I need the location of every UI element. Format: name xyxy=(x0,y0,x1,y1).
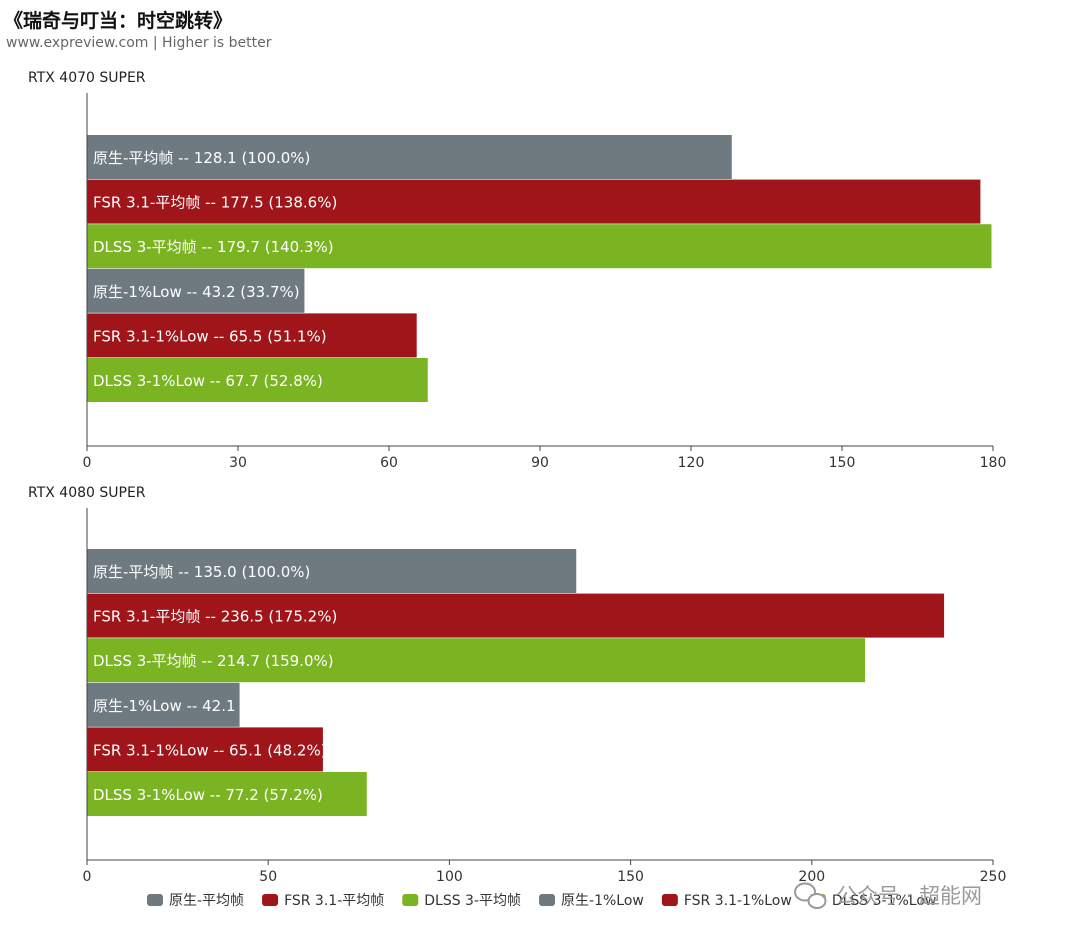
legend-swatch[interactable] xyxy=(262,894,279,906)
x-tick-label: 60 xyxy=(380,455,398,471)
chart-subtitle: www.expreview.com | Higher is better xyxy=(6,35,272,51)
bar xyxy=(87,772,367,816)
x-tick-label: 120 xyxy=(678,455,705,471)
x-tick-label: 100 xyxy=(436,869,463,885)
bar-label: 原生-1%Low -- 42.1 (31.2%) xyxy=(93,697,300,715)
bar xyxy=(87,638,866,683)
bar-label: DLSS 3-1%Low -- 67.7 (52.8%) xyxy=(93,372,323,390)
bar-label: FSR 3.1-1%Low -- 65.5 (51.1%) xyxy=(93,327,327,345)
x-tick-label: 0 xyxy=(83,455,92,471)
legend-item[interactable]: 原生-平均帧 xyxy=(169,893,244,909)
x-tick-label: 0 xyxy=(83,869,92,885)
bar-label: FSR 3.1-平均帧 -- 236.5 (175.2%) xyxy=(93,608,337,626)
bar-label: 原生-平均帧 -- 128.1 (100.0%) xyxy=(93,149,310,167)
x-tick-label: 250 xyxy=(980,869,1007,885)
bar-label: DLSS 3-1%Low -- 77.2 (57.2%) xyxy=(93,786,323,804)
bar-label: 原生-平均帧 -- 135.0 (100.0%) xyxy=(93,563,310,581)
watermark-text: 公众号 · 超能网 xyxy=(836,884,982,908)
bar xyxy=(87,593,945,638)
x-tick-label: 90 xyxy=(531,455,549,471)
bar-label: FSR 3.1-1%Low -- 65.1 (48.2%) xyxy=(93,741,327,759)
legend-swatch[interactable] xyxy=(539,894,556,906)
bar-label: 原生-1%Low -- 43.2 (33.7%) xyxy=(93,283,300,301)
bar xyxy=(87,224,992,269)
wechat-icon-bubble xyxy=(807,893,827,909)
legend-item[interactable]: DLSS 3-1%Low xyxy=(832,893,937,909)
bar xyxy=(87,549,577,593)
panel-title: RTX 4080 SUPER xyxy=(28,485,146,501)
x-tick-label: 30 xyxy=(229,455,247,471)
bar xyxy=(87,358,428,402)
legend-swatch[interactable] xyxy=(147,894,163,906)
bar xyxy=(87,268,305,313)
legend-swatch[interactable] xyxy=(661,894,678,906)
x-tick-label: 200 xyxy=(798,869,825,885)
bar xyxy=(87,682,240,727)
panel-title: RTX 4070 SUPER xyxy=(28,70,146,86)
bar-label: FSR 3.1-平均帧 -- 177.5 (138.6%) xyxy=(93,194,337,212)
x-tick-label: 150 xyxy=(829,455,856,471)
bar xyxy=(87,135,732,179)
wechat-icon xyxy=(794,882,816,902)
bar-label: DLSS 3-平均帧 -- 214.7 (159.0%) xyxy=(93,652,334,670)
legend-item[interactable]: FSR 3.1-平均帧 xyxy=(284,893,384,909)
x-tick-label: 180 xyxy=(980,455,1007,471)
x-tick-label: 150 xyxy=(617,869,644,885)
bar xyxy=(87,313,417,358)
chart-title: 《瑞奇与叮当：时空跳转》 xyxy=(4,10,233,32)
bar-label: DLSS 3-平均帧 -- 179.7 (140.3%) xyxy=(93,238,334,256)
legend-swatch[interactable] xyxy=(402,894,419,906)
legend-item[interactable]: 原生-1%Low xyxy=(561,893,644,909)
legend-item[interactable]: DLSS 3-平均帧 xyxy=(424,893,521,909)
bar xyxy=(87,727,323,772)
bar xyxy=(87,179,981,224)
legend-item[interactable]: FSR 3.1-1%Low xyxy=(684,893,792,909)
x-tick-label: 50 xyxy=(259,869,277,885)
